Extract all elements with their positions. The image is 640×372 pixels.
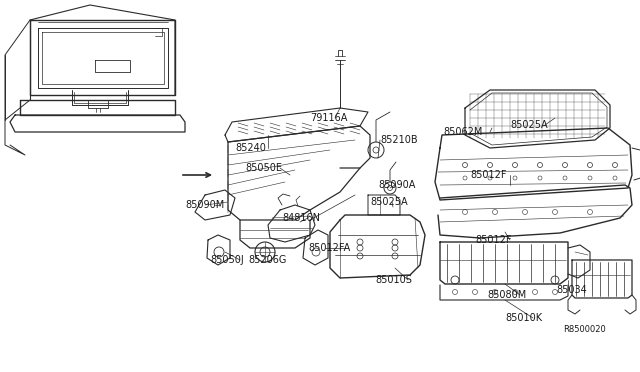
Text: 85050J: 85050J: [210, 255, 244, 265]
Text: R8500020: R8500020: [563, 326, 605, 334]
Text: 85206G: 85206G: [248, 255, 286, 265]
Text: 85012F: 85012F: [470, 170, 506, 180]
Text: 85025A: 85025A: [370, 197, 408, 207]
Text: 85012FA: 85012FA: [308, 243, 350, 253]
Text: 85010K: 85010K: [505, 313, 542, 323]
Text: 85010S: 85010S: [375, 275, 412, 285]
Text: 85012F: 85012F: [475, 235, 511, 245]
Text: 85210B: 85210B: [380, 135, 418, 145]
Text: 85240: 85240: [235, 143, 266, 153]
Text: 85034: 85034: [556, 285, 587, 295]
Text: 79116A: 79116A: [310, 113, 348, 123]
Text: 85090M: 85090M: [185, 200, 224, 210]
Text: 85062M: 85062M: [443, 127, 483, 137]
Text: 85050E: 85050E: [245, 163, 282, 173]
Text: 85025A: 85025A: [510, 120, 548, 130]
Text: 85080M: 85080M: [487, 290, 526, 300]
Text: 84816N: 84816N: [282, 213, 320, 223]
Text: 85090A: 85090A: [378, 180, 415, 190]
